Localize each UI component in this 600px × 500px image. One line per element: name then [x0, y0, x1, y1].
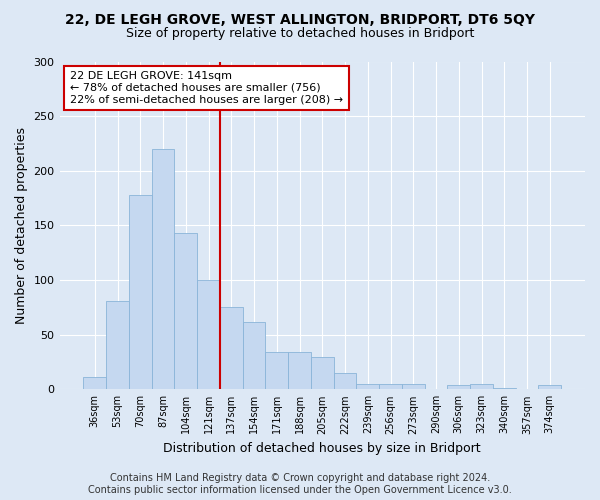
Bar [106, 301, 129, 390]
Bar [242, 322, 265, 390]
X-axis label: Distribution of detached houses by size in Bridport: Distribution of detached houses by size … [163, 442, 481, 455]
Bar [220, 308, 242, 390]
Text: 22, DE LEGH GROVE, WEST ALLINGTON, BRIDPORT, DT6 5QY: 22, DE LEGH GROVE, WEST ALLINGTON, BRIDP… [65, 12, 535, 26]
Bar [265, 352, 288, 390]
Bar [175, 233, 197, 390]
Text: Contains HM Land Registry data © Crown copyright and database right 2024.
Contai: Contains HM Land Registry data © Crown c… [88, 474, 512, 495]
Bar [334, 373, 356, 390]
Bar [448, 385, 470, 390]
Bar [402, 384, 425, 390]
Bar [356, 384, 379, 390]
Text: Size of property relative to detached houses in Bridport: Size of property relative to detached ho… [126, 28, 474, 40]
Bar [83, 378, 106, 390]
Bar [470, 384, 493, 390]
Bar [538, 385, 561, 390]
Bar [311, 356, 334, 390]
Y-axis label: Number of detached properties: Number of detached properties [15, 127, 28, 324]
Bar [197, 280, 220, 390]
Bar [129, 195, 152, 390]
Bar [152, 149, 175, 390]
Bar [493, 388, 515, 390]
Text: 22 DE LEGH GROVE: 141sqm
← 78% of detached houses are smaller (756)
22% of semi-: 22 DE LEGH GROVE: 141sqm ← 78% of detach… [70, 72, 343, 104]
Bar [288, 352, 311, 390]
Bar [379, 384, 402, 390]
